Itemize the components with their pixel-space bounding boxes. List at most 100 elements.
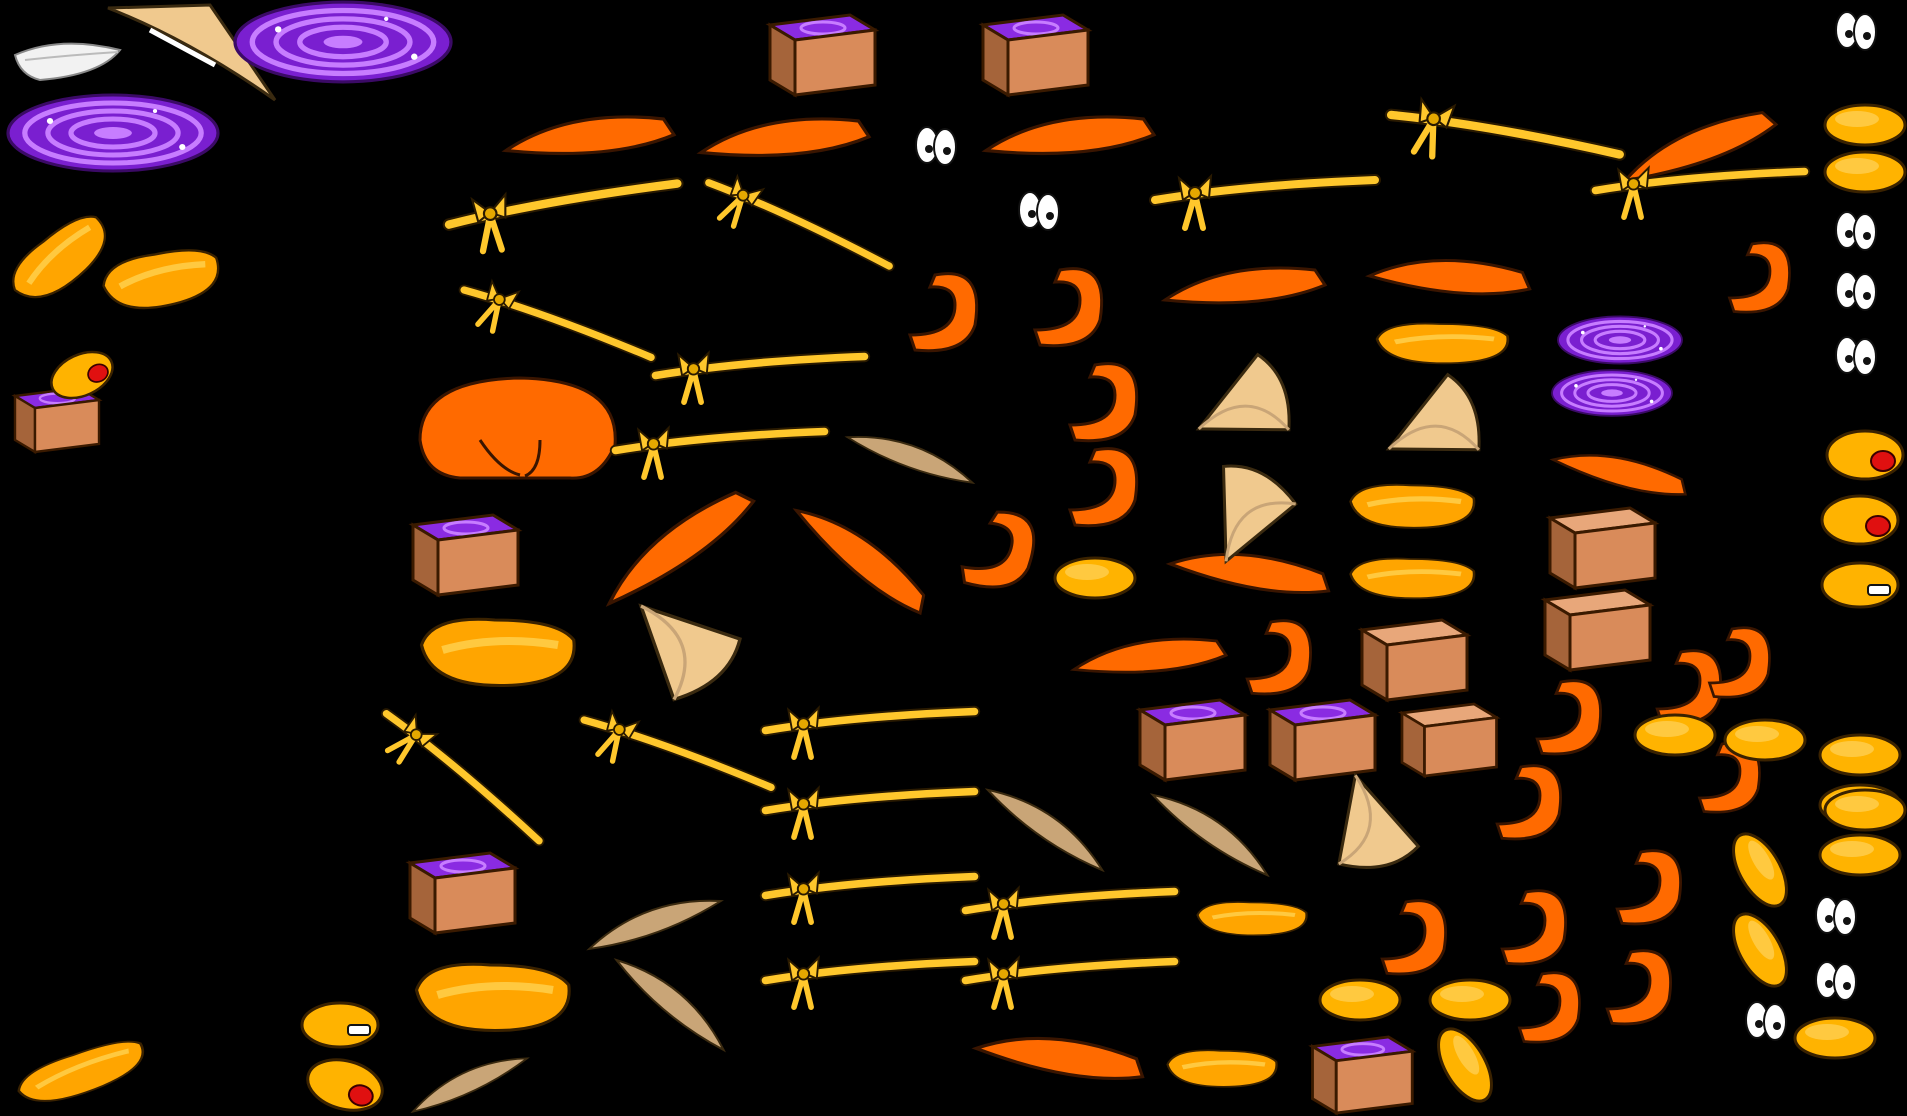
tied-rope-icon <box>453 270 652 396</box>
paper-fan-icon <box>1197 342 1311 460</box>
orange-pouch-icon <box>418 376 617 480</box>
yellow-blob-icon <box>1823 788 1907 832</box>
eyes-icon <box>1745 1001 1787 1041</box>
yellow-blob-icon <box>1818 833 1902 877</box>
yellow-blob-icon <box>1818 733 1902 777</box>
wrapped-box-icon <box>1268 698 1377 782</box>
orange-hook-icon <box>1495 764 1563 841</box>
orange-hook-icon <box>1068 362 1139 443</box>
hungry-face-icon <box>300 1050 390 1116</box>
wrapped-box-icon <box>1311 1035 1414 1115</box>
eyes-icon <box>1018 191 1060 231</box>
tied-rope-icon <box>447 179 682 254</box>
yellow-blob-icon <box>1198 902 1307 935</box>
orange-hook-icon <box>1380 899 1448 976</box>
tied-rope-icon <box>966 958 1175 1007</box>
tied-rope-icon <box>573 700 772 826</box>
open-box-icon <box>13 386 101 454</box>
open-box-icon <box>1360 618 1469 702</box>
open-box-icon <box>1400 702 1498 778</box>
purple-portal-icon <box>1556 314 1684 366</box>
orange-hook-icon <box>1245 619 1313 696</box>
yellow-blob-icon <box>1723 718 1807 762</box>
tied-rope-icon <box>766 708 975 757</box>
orange-cloth-icon <box>984 115 1156 156</box>
orange-hook-icon <box>1500 889 1568 966</box>
yellow-blob-icon <box>1318 978 1402 1022</box>
yellow-blob-icon <box>417 964 570 1030</box>
orange-cloth-icon <box>590 483 765 608</box>
orange-hook-icon <box>1033 267 1104 348</box>
eyes-icon <box>1815 961 1857 1001</box>
orange-hook-icon <box>1068 447 1139 528</box>
yellow-blob-icon <box>1633 713 1717 757</box>
purple-portal-icon <box>8 95 218 171</box>
tied-rope-icon <box>1155 176 1375 228</box>
yellow-blob-icon <box>1823 103 1907 147</box>
eyes-icon <box>1815 896 1857 936</box>
eyes-icon <box>1835 211 1877 251</box>
yellow-blob-icon <box>422 619 575 685</box>
wrapped-box-icon <box>981 13 1090 97</box>
yellow-blob-icon <box>1793 1016 1877 1060</box>
orange-hook-icon <box>1535 679 1603 756</box>
wood-shard-icon <box>844 422 979 491</box>
orange-hook-icon <box>908 272 979 353</box>
orange-cloth-icon <box>1551 432 1692 510</box>
orange-cloth-icon <box>504 115 676 156</box>
open-box-icon <box>1548 506 1657 590</box>
toothy-face-icon <box>1820 561 1900 609</box>
yellow-blob-icon <box>1428 978 1512 1022</box>
orange-cloth-icon <box>1367 242 1535 309</box>
tied-rope-icon <box>696 164 891 304</box>
yellow-blob-icon <box>1721 823 1799 917</box>
tied-rope-icon <box>1596 168 1805 217</box>
eyes-icon <box>1835 271 1877 311</box>
tied-rope-icon <box>1384 91 1621 204</box>
yellow-blob-icon <box>1351 485 1475 528</box>
orange-cloth-icon <box>699 117 871 158</box>
orange-hook-icon <box>1615 849 1683 926</box>
tied-rope-icon <box>766 873 975 922</box>
orange-hook-icon <box>1518 971 1581 1044</box>
paper-fan-icon <box>1311 773 1435 896</box>
tied-rope-icon <box>966 888 1175 937</box>
orange-cloth-icon <box>1167 531 1335 610</box>
orange-cloth-icon <box>1072 637 1228 674</box>
tied-rope-icon <box>656 353 865 402</box>
orange-hook-icon <box>1728 241 1791 314</box>
yellow-blob-icon <box>1351 559 1475 599</box>
hungry-face-icon <box>1825 429 1905 481</box>
wood-shard-icon <box>406 1045 531 1116</box>
eyes-icon <box>1835 336 1877 376</box>
eyes-icon <box>915 126 957 166</box>
orange-hook-icon <box>957 504 1041 596</box>
orange-cloth-icon <box>1163 266 1327 305</box>
yellow-blob-icon <box>13 1032 150 1114</box>
wrapped-box-icon <box>1138 698 1247 782</box>
wrapped-box-icon <box>408 851 517 935</box>
yellow-blob-icon <box>1053 556 1137 600</box>
toothy-face-icon <box>300 1001 380 1049</box>
wood-shard-icon <box>1147 781 1277 883</box>
yellow-blob-icon <box>1168 1050 1277 1086</box>
paper-fan-icon <box>639 604 742 702</box>
wood-shard-icon <box>583 885 725 957</box>
wrapped-box-icon <box>768 13 877 97</box>
tied-rope-icon <box>766 958 975 1007</box>
yellow-blob-icon <box>1426 1018 1504 1112</box>
yellow-blob-icon <box>1721 903 1799 997</box>
paper-fan-icon <box>1387 362 1501 480</box>
hungry-face-icon <box>1820 494 1900 546</box>
orange-cloth-icon <box>792 486 934 628</box>
eyes-icon <box>1835 11 1877 51</box>
wrapped-box-icon <box>411 513 520 597</box>
tied-rope-icon <box>369 698 542 871</box>
tied-rope-icon <box>616 428 825 477</box>
wood-shard-icon <box>610 947 735 1057</box>
purple-portal-icon <box>235 2 451 82</box>
paper-fan-icon <box>1193 446 1308 563</box>
open-box-icon <box>1543 588 1652 672</box>
feather-icon <box>13 42 122 82</box>
